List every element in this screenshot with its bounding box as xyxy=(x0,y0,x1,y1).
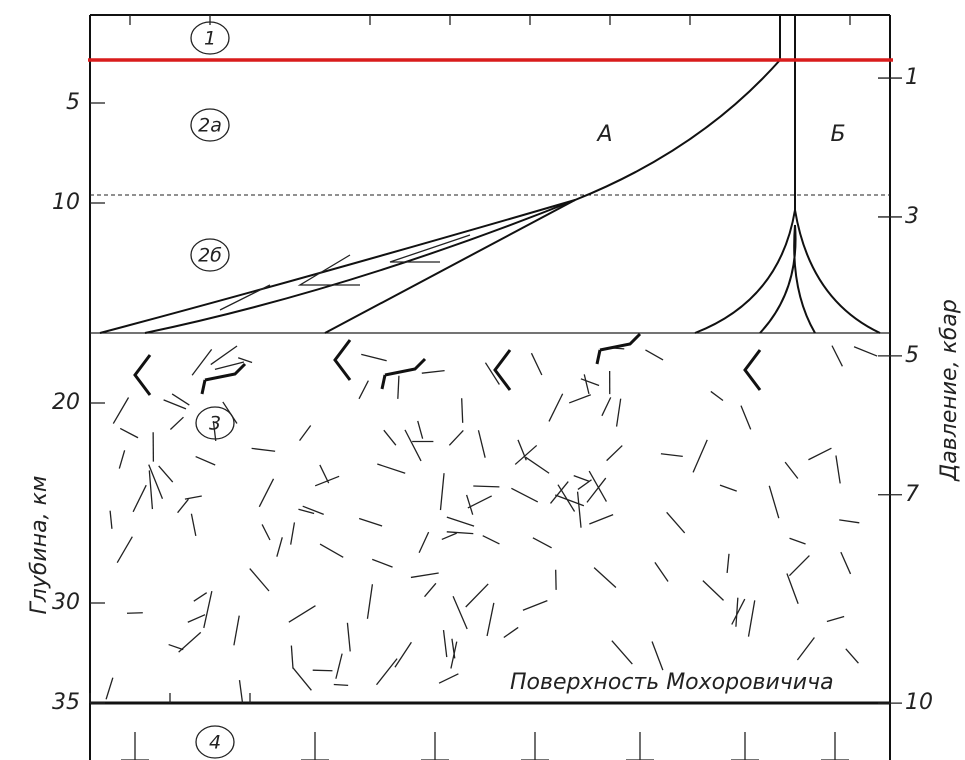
moho-label: Поверхность Мохоровичича xyxy=(510,670,834,695)
depth-tick-label: 20 xyxy=(52,390,80,415)
layer-label: 2а xyxy=(198,115,222,137)
depth-axis-label: Глубина, км xyxy=(27,476,52,615)
pressure-tick-label: 10 xyxy=(905,690,933,715)
pressure-tick-label: 7 xyxy=(905,482,919,507)
depth-tick-label: 35 xyxy=(52,690,80,715)
layer-label: 3 xyxy=(209,413,221,435)
texture-dash xyxy=(313,670,333,671)
texture-dash xyxy=(334,685,348,686)
texture-dash xyxy=(127,613,143,614)
depth-tick-label: 5 xyxy=(66,90,80,115)
pressure-tick-label: 3 xyxy=(905,204,919,229)
pressure-axis-label: Давление, кбар xyxy=(937,299,962,482)
pressure-tick-label: 5 xyxy=(905,343,919,368)
background xyxy=(0,0,965,760)
pressure-tick-label: 1 xyxy=(905,65,919,90)
layer-label: 1 xyxy=(204,28,216,50)
profile-label: Б xyxy=(830,122,845,147)
depth-tick-label: 30 xyxy=(52,590,80,615)
profile-label: А xyxy=(595,122,612,147)
layer-label: 2б xyxy=(198,245,222,267)
diagram: Поверхность Мохоровичича Глубина, км Дав… xyxy=(0,0,965,760)
layer-label: 4 xyxy=(209,732,221,754)
depth-tick-label: 10 xyxy=(52,190,80,215)
texture-dash xyxy=(473,486,499,487)
